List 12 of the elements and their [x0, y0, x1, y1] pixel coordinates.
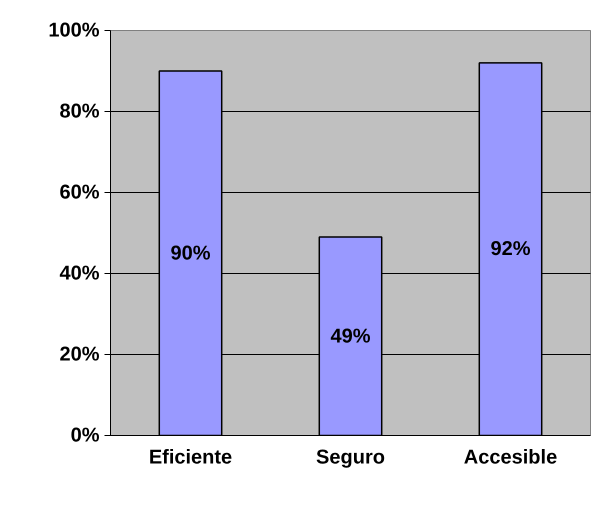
y-tick-label: 20% [59, 344, 100, 366]
y-tick-label: 60% [59, 182, 100, 204]
x-tick-label: Seguro [316, 446, 385, 468]
y-tick-label: 80% [59, 100, 100, 122]
y-tick-label: 0% [70, 424, 100, 446]
data-label: 49% [330, 325, 371, 348]
data-label: 90% [170, 242, 211, 264]
y-tick-label: 100% [48, 20, 100, 42]
data-label: 92% [490, 238, 531, 260]
x-tick-label: Eficiente [148, 446, 232, 468]
x-tick-label: Accesible [464, 446, 558, 468]
y-tick-label: 40% [59, 262, 100, 284]
